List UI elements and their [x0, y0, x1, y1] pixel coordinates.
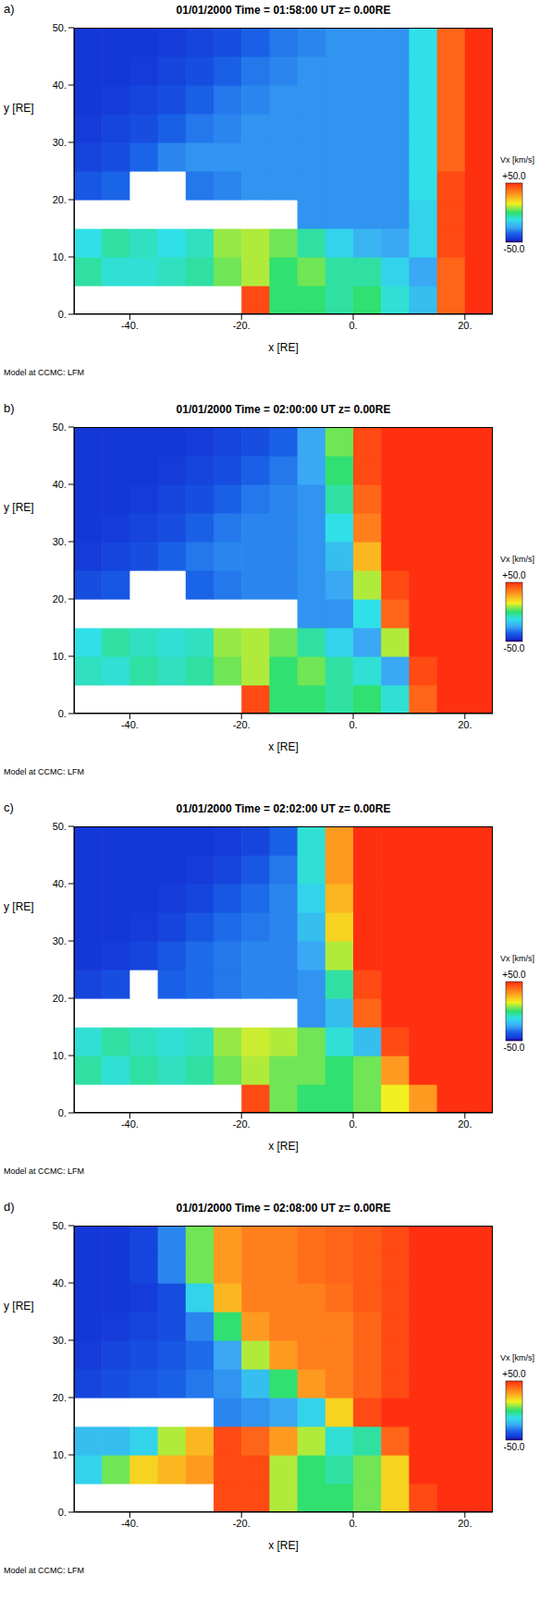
svg-text:0.: 0. [348, 1118, 357, 1130]
svg-text:20.: 20. [52, 593, 67, 605]
svg-text:Vx [km/s]: Vx [km/s] [500, 554, 535, 565]
svg-text:-20.: -20. [233, 1518, 251, 1530]
html-text:y [RE]: y [RE] [3, 501, 34, 515]
html-text:01/01/2000 Time = 02:00:00 UT: 01/01/2000 Time = 02:00:00 UT z= 0.00RE [176, 403, 391, 417]
svg-text:40.: 40. [52, 878, 67, 890]
svg-text:-20.: -20. [233, 719, 251, 731]
svg-text:30.: 30. [52, 1335, 67, 1347]
svg-text:0.: 0. [348, 319, 357, 332]
svg-text:20.: 20. [457, 1118, 472, 1130]
svg-text:Model at CCMC: LFM: Model at CCMC: LFM [3, 767, 85, 777]
html-text:01/01/2000 Time = 02:02:00 UT: 01/01/2000 Time = 02:02:00 UT z= 0.00RE [176, 802, 391, 816]
svg-text:40.: 40. [52, 1277, 67, 1289]
svg-text:Vx [km/s]: Vx [km/s] [500, 155, 535, 165]
svg-text:+50.0: +50.0 [502, 171, 527, 182]
svg-text:30.: 30. [52, 935, 67, 947]
svg-text:10.: 10. [52, 1449, 67, 1461]
svg-text:20.: 20. [52, 993, 67, 1005]
svg-text:-50.0: -50.0 [503, 1442, 526, 1453]
svg-text:50.: 50. [52, 821, 67, 833]
svg-text:+50.0: +50.0 [502, 1369, 527, 1380]
html-text:b): b) [3, 401, 15, 416]
svg-text:10.: 10. [52, 251, 67, 263]
svg-text:30.: 30. [52, 136, 67, 148]
svg-text:50.: 50. [52, 421, 67, 433]
html-text:a): a) [3, 1, 15, 16]
svg-text:40.: 40. [52, 478, 67, 491]
svg-text:x [RE]: x [RE] [268, 1539, 299, 1553]
svg-text:20.: 20. [457, 719, 472, 731]
svg-text:50.: 50. [52, 22, 67, 34]
svg-text:Vx [km/s]: Vx [km/s] [500, 954, 535, 964]
svg-text:0.: 0. [58, 1107, 67, 1119]
svg-text:0.: 0. [58, 708, 67, 720]
html-text:01/01/2000 Time = 01:58:00 UT: 01/01/2000 Time = 01:58:00 UT z= 0.00RE [176, 3, 391, 17]
svg-text:50.: 50. [52, 1220, 67, 1232]
svg-text:0.: 0. [348, 1518, 357, 1530]
svg-text:-20.: -20. [233, 319, 251, 332]
svg-text:-40.: -40. [121, 1118, 139, 1130]
svg-text:x [RE]: x [RE] [268, 1140, 299, 1154]
svg-text:-20.: -20. [233, 1118, 251, 1130]
svg-text:Model at CCMC: LFM: Model at CCMC: LFM [3, 1566, 85, 1576]
svg-text:+50.0: +50.0 [502, 570, 527, 581]
svg-text:Model at CCMC: LFM: Model at CCMC: LFM [3, 368, 85, 378]
svg-text:20.: 20. [52, 194, 67, 206]
svg-text:-50.0: -50.0 [503, 244, 526, 255]
svg-text:Vx [km/s]: Vx [km/s] [500, 1353, 535, 1363]
svg-text:0.: 0. [348, 719, 357, 731]
html-text:d): d) [3, 1200, 15, 1215]
svg-text:-40.: -40. [121, 319, 139, 332]
html-text:c): c) [3, 800, 14, 815]
svg-text:-50.0: -50.0 [503, 1042, 526, 1054]
svg-text:20.: 20. [52, 1392, 67, 1404]
svg-text:x [RE]: x [RE] [268, 740, 299, 754]
svg-text:20.: 20. [457, 319, 472, 332]
svg-text:x [RE]: x [RE] [268, 341, 299, 355]
svg-text:-40.: -40. [121, 1518, 139, 1530]
svg-text:10.: 10. [52, 650, 67, 663]
html-text:y [RE]: y [RE] [3, 101, 34, 115]
svg-text:0.: 0. [58, 308, 67, 320]
svg-text:10.: 10. [52, 1050, 67, 1062]
html-text:y [RE]: y [RE] [3, 900, 34, 914]
html-text:01/01/2000 Time = 02:08:00 UT: 01/01/2000 Time = 02:08:00 UT z= 0.00RE [176, 1202, 391, 1215]
svg-text:40.: 40. [52, 79, 67, 91]
svg-text:20.: 20. [457, 1518, 472, 1530]
svg-text:+50.0: +50.0 [502, 969, 527, 981]
svg-text:Model at CCMC: LFM: Model at CCMC: LFM [3, 1166, 85, 1177]
svg-text:0.: 0. [58, 1507, 67, 1519]
svg-text:-40.: -40. [121, 719, 139, 731]
svg-text:-50.0: -50.0 [503, 643, 526, 654]
html-text:y [RE]: y [RE] [3, 1300, 34, 1313]
svg-text:30.: 30. [52, 536, 67, 548]
